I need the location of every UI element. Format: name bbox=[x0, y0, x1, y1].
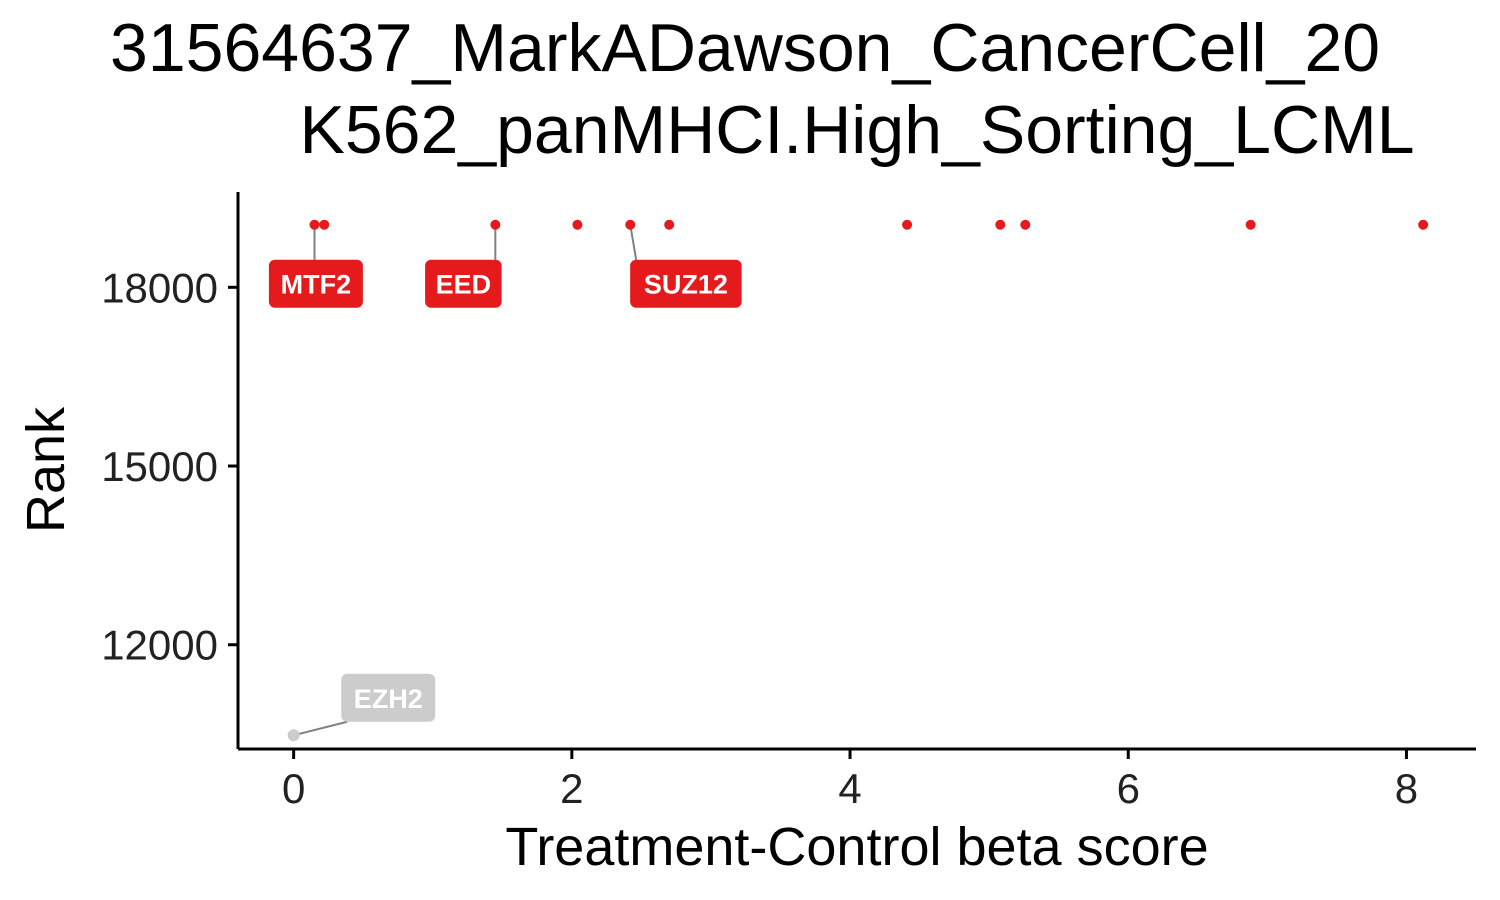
chart-title-line-1: 31564637_MarkADawson_CancerCell_20 bbox=[110, 10, 1381, 86]
data-point bbox=[572, 219, 583, 230]
chart-title-line-2: K562_panMHCI.High_Sorting_LCML bbox=[299, 92, 1415, 168]
data-point bbox=[995, 219, 1006, 230]
point-label-text: EZH2 bbox=[354, 684, 423, 714]
data-point bbox=[1418, 219, 1429, 230]
data-point bbox=[319, 219, 330, 230]
point-label-box bbox=[268, 259, 363, 308]
data-point-muted bbox=[287, 729, 300, 742]
data-point bbox=[664, 219, 675, 230]
point-label-text: SUZ12 bbox=[644, 270, 728, 300]
data-points bbox=[287, 219, 1429, 742]
point-label-box bbox=[630, 259, 742, 308]
x-tick-label: 8 bbox=[1395, 765, 1418, 812]
label-connector bbox=[293, 720, 348, 737]
y-tick-label: 18000 bbox=[101, 264, 218, 311]
data-point bbox=[902, 219, 913, 230]
x-tick-label: 2 bbox=[560, 765, 583, 812]
y-tick-label: 12000 bbox=[101, 622, 218, 669]
y-tick-label: 15000 bbox=[101, 443, 218, 490]
point-labels: MTF2 EED SUZ12 EZH2 bbox=[268, 259, 742, 722]
label-connectors bbox=[293, 224, 638, 737]
y-axis-label: Rank bbox=[16, 406, 76, 533]
point-label-text: EED bbox=[436, 270, 492, 300]
point-label: SUZ12 bbox=[630, 259, 742, 308]
data-point bbox=[490, 219, 501, 230]
point-label: EZH2 bbox=[341, 673, 436, 722]
data-point bbox=[309, 219, 320, 230]
x-tick-label: 6 bbox=[1117, 765, 1140, 812]
point-label: MTF2 bbox=[268, 259, 363, 308]
point-label: EED bbox=[425, 259, 502, 308]
data-point bbox=[1020, 219, 1031, 230]
point-label-box bbox=[425, 259, 502, 308]
data-point bbox=[625, 219, 636, 230]
axes: 0 2 4 6 8 12000 15000 18000 bbox=[101, 192, 1476, 812]
point-label-box bbox=[341, 673, 436, 722]
x-tick-label: 0 bbox=[282, 765, 305, 812]
x-axis-label: Treatment-Control beta score bbox=[505, 817, 1208, 877]
data-point bbox=[1245, 219, 1256, 230]
point-label-text: MTF2 bbox=[281, 270, 352, 300]
label-connector bbox=[629, 224, 638, 260]
x-tick-label: 4 bbox=[838, 765, 861, 812]
